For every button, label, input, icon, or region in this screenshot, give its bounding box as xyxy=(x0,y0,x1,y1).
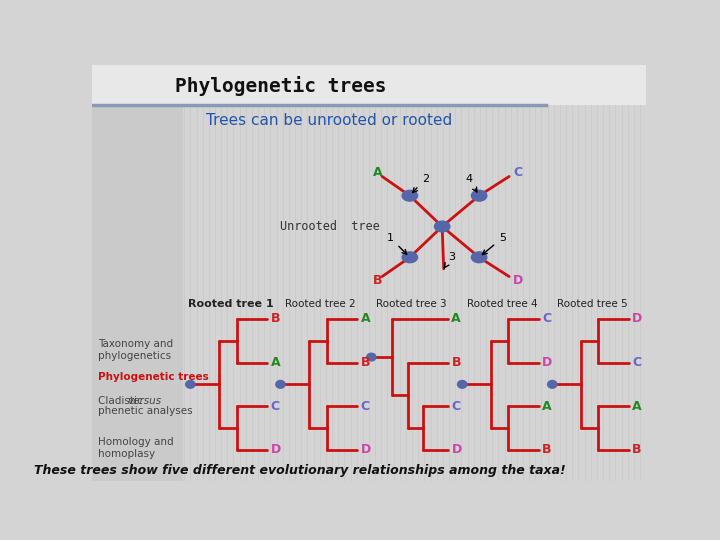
Ellipse shape xyxy=(402,190,418,201)
Text: D: D xyxy=(542,356,552,369)
Text: 1: 1 xyxy=(387,233,407,254)
Text: C: C xyxy=(542,313,552,326)
Text: B: B xyxy=(373,274,382,287)
Text: A: A xyxy=(373,166,382,179)
Ellipse shape xyxy=(472,190,487,201)
Bar xyxy=(92,105,183,481)
Text: C: C xyxy=(632,356,642,369)
Text: A: A xyxy=(271,356,280,369)
Text: D: D xyxy=(271,443,281,456)
Text: phenetic analyses: phenetic analyses xyxy=(98,406,192,416)
Text: 3: 3 xyxy=(444,252,455,268)
Text: C: C xyxy=(513,166,522,179)
Text: A: A xyxy=(451,313,461,326)
Ellipse shape xyxy=(472,252,487,262)
Text: Homology and
homoplasy: Homology and homoplasy xyxy=(98,437,174,459)
Text: C: C xyxy=(451,400,461,413)
Ellipse shape xyxy=(366,353,376,361)
Ellipse shape xyxy=(276,381,285,388)
Bar xyxy=(92,65,647,105)
Text: 2: 2 xyxy=(413,174,429,192)
Text: B: B xyxy=(632,443,642,456)
Text: Rooted tree 5: Rooted tree 5 xyxy=(557,299,628,309)
Text: These trees show five different evolutionary relationships among the taxa!: These trees show five different evolutio… xyxy=(34,464,566,477)
Text: C: C xyxy=(361,400,369,413)
Text: D: D xyxy=(632,313,642,326)
Text: B: B xyxy=(451,356,461,369)
Text: Rooted tree 2: Rooted tree 2 xyxy=(285,299,356,309)
Ellipse shape xyxy=(402,252,418,262)
Text: 5: 5 xyxy=(482,233,505,254)
Text: C: C xyxy=(271,400,279,413)
Text: versus: versus xyxy=(127,396,161,406)
Text: D: D xyxy=(513,274,523,287)
Text: Rooted tree 4: Rooted tree 4 xyxy=(467,299,538,309)
Text: B: B xyxy=(271,313,280,326)
Text: A: A xyxy=(632,400,642,413)
Ellipse shape xyxy=(548,381,557,388)
Text: Phylogenetic trees: Phylogenetic trees xyxy=(175,76,387,96)
Text: B: B xyxy=(542,443,552,456)
Text: B: B xyxy=(361,356,370,369)
Text: Rooted tree 1: Rooted tree 1 xyxy=(188,299,273,309)
Text: 4: 4 xyxy=(466,174,477,192)
Text: Rooted tree 3: Rooted tree 3 xyxy=(376,299,446,309)
Text: Taxonomy and
phylogenetics: Taxonomy and phylogenetics xyxy=(98,339,173,361)
Text: Cladistic: Cladistic xyxy=(98,396,146,406)
Text: A: A xyxy=(361,313,370,326)
Text: D: D xyxy=(451,443,462,456)
Text: D: D xyxy=(361,443,371,456)
Text: Phylogenetic trees: Phylogenetic trees xyxy=(98,373,209,382)
Ellipse shape xyxy=(434,221,450,232)
Text: Trees can be unrooted or rooted: Trees can be unrooted or rooted xyxy=(206,113,452,128)
Ellipse shape xyxy=(186,381,195,388)
Ellipse shape xyxy=(457,381,467,388)
Text: Unrooted  tree: Unrooted tree xyxy=(281,220,380,233)
Text: A: A xyxy=(542,400,552,413)
